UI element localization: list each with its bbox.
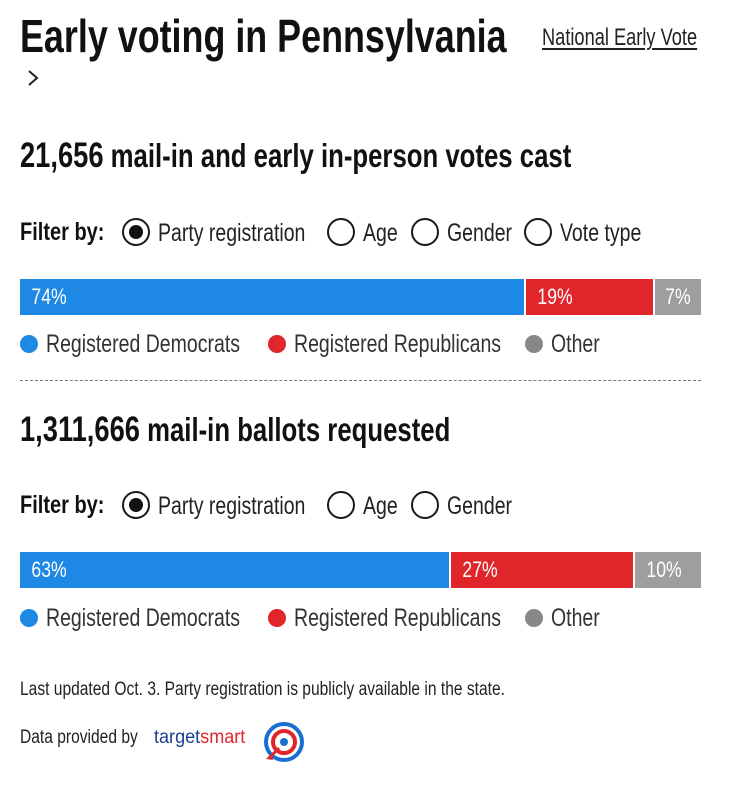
radio-label: Vote type: [560, 219, 642, 247]
brand-part-target: target: [154, 727, 201, 748]
radio-unselected-icon[interactable]: [327, 491, 355, 519]
national-early-vote-link[interactable]: National Early Vote: [542, 24, 698, 51]
targetsmart-logo-icon: [264, 722, 304, 762]
legend-dot-icon: [268, 335, 286, 353]
legend-dot-icon: [20, 609, 38, 627]
radio-label: Party registration: [158, 492, 306, 520]
radio-selected-icon[interactable]: [122, 218, 150, 246]
votes-cast-label: mail-in and early in-person votes cast: [110, 137, 572, 174]
ballots-requested-label: mail-in ballots requested: [147, 411, 451, 448]
ballots-requested-heading: 1,311,666 mail-in ballots requested: [20, 410, 450, 450]
ballots-requested-count: 1,311,666: [20, 410, 140, 449]
legend-label: Registered Democrats: [46, 604, 241, 632]
header: Early voting in Pennsylvania National Ea…: [20, 10, 720, 62]
radio-unselected-icon[interactable]: [524, 218, 552, 246]
radio-unselected-icon[interactable]: [411, 491, 439, 519]
votes-legend: Registered Democrats Registered Republic…: [20, 329, 720, 359]
bar-segment-democrats: 74%: [20, 279, 524, 315]
bar-segment-other: 10%: [632, 552, 701, 588]
bar-label-republicans: 19%: [537, 284, 573, 309]
votes-party-bar: 74% 19% 7%: [20, 279, 701, 315]
targetsmart-wordmark: targetsmart: [154, 726, 245, 750]
chevron-right-icon[interactable]: [26, 66, 42, 90]
votes-filter: Filter by: Party registration Age Gender…: [20, 214, 720, 250]
legend-dot-icon: [525, 609, 543, 627]
bar-label-democrats: 63%: [31, 557, 67, 582]
legend-label: Registered Democrats: [46, 330, 241, 358]
brand-part-smart: smart: [200, 727, 246, 748]
votes-cast-count: 21,656: [20, 136, 104, 175]
radio-label: Gender: [447, 492, 513, 520]
legend-label: Registered Republicans: [294, 330, 502, 358]
radio-label: Age: [363, 492, 398, 520]
bar-label-democrats: 74%: [31, 284, 67, 309]
radio-label: Age: [363, 219, 398, 247]
legend-label: Registered Republicans: [294, 604, 502, 632]
radio-unselected-icon[interactable]: [411, 218, 439, 246]
legend-label: Other: [551, 604, 600, 632]
filter-label: Filter by:: [20, 218, 105, 246]
radio-unselected-icon[interactable]: [327, 218, 355, 246]
ballots-filter: Filter by: Party registration Age Gender: [20, 487, 720, 523]
bar-segment-democrats: 63%: [20, 552, 450, 588]
legend-label: Other: [551, 330, 600, 358]
filter-label: Filter by:: [20, 491, 105, 519]
legend-dot-icon: [268, 609, 286, 627]
page-title: Early voting in Pennsylvania: [20, 10, 507, 62]
radio-selected-icon[interactable]: [122, 491, 150, 519]
section-divider: [20, 380, 701, 381]
radio-label: Party registration: [158, 219, 306, 247]
data-provider: Data provided by targetsmart: [20, 722, 420, 762]
provider-label: Data provided by: [20, 727, 138, 748]
bar-segment-republicans: 19%: [523, 279, 654, 315]
ballots-party-bar: 63% 27% 10%: [20, 552, 701, 588]
bar-segment-other: 7%: [653, 279, 701, 315]
last-updated-note: Last updated Oct. 3. Party registration …: [20, 679, 505, 700]
ballots-legend: Registered Democrats Registered Republic…: [20, 603, 720, 633]
bar-segment-republicans: 27%: [449, 552, 633, 588]
votes-cast-heading: 21,656 mail-in and early in-person votes…: [20, 136, 571, 176]
legend-dot-icon: [525, 335, 543, 353]
bar-label-republicans: 27%: [462, 557, 498, 582]
radio-label: Gender: [447, 219, 513, 247]
bar-label-other: 10%: [646, 557, 682, 582]
bar-label-other: 7%: [665, 284, 691, 309]
legend-dot-icon: [20, 335, 38, 353]
